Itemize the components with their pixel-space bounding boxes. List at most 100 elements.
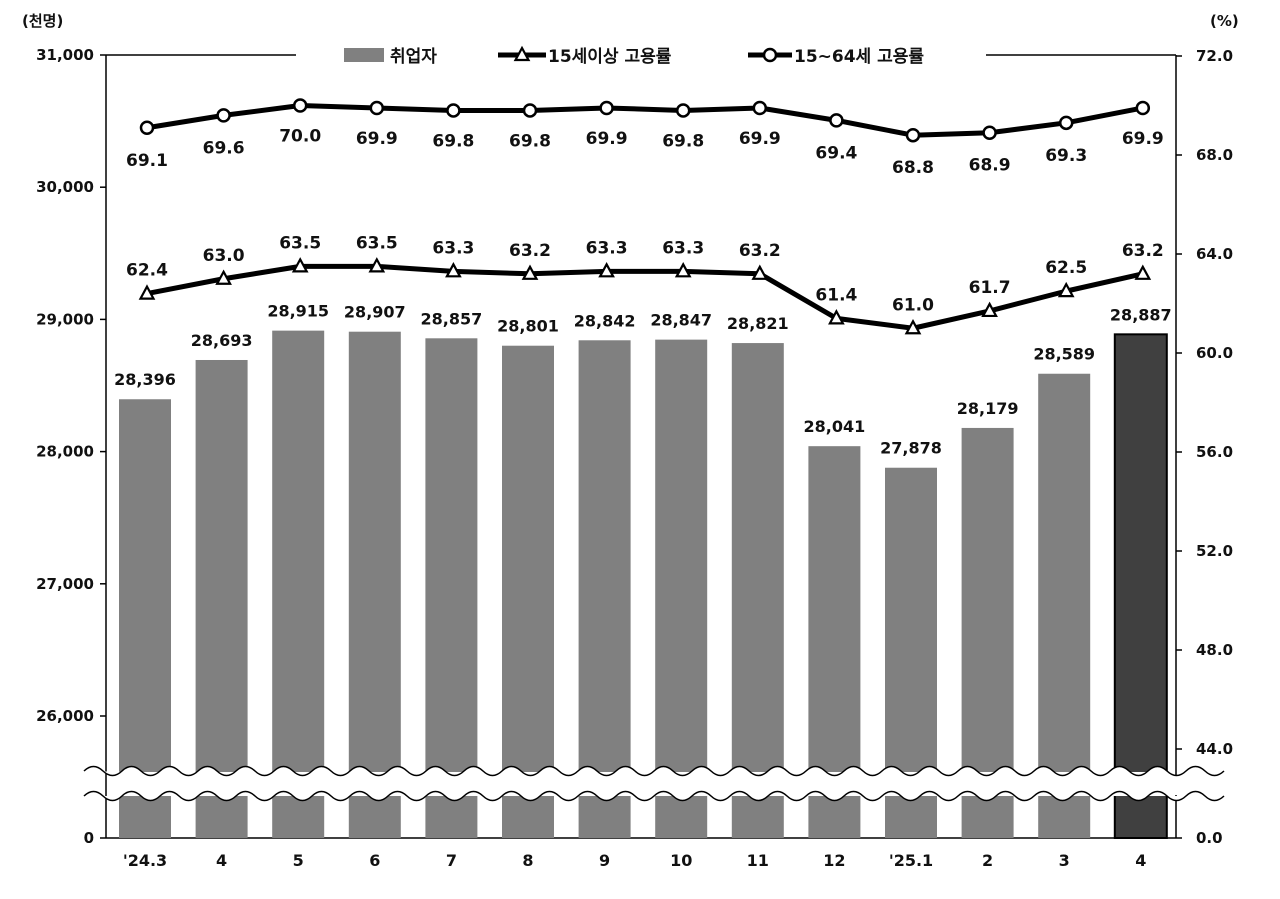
triangle-marker bbox=[1057, 281, 1075, 298]
point-value-label: 69.8 bbox=[509, 131, 551, 151]
bar-value-label: 28,801 bbox=[497, 317, 559, 336]
right-axis-tick-label: 0.0 bbox=[1196, 829, 1223, 847]
circle-marker bbox=[292, 98, 308, 113]
legend-label: 15~64세 고용률 bbox=[794, 47, 924, 67]
circle-marker bbox=[982, 125, 997, 140]
left-axis-tick-label: 31,000 bbox=[36, 46, 94, 64]
legend-triangle-marker bbox=[513, 45, 531, 62]
triangle-marker bbox=[445, 262, 462, 278]
bar bbox=[502, 345, 554, 838]
circle-marker bbox=[1058, 115, 1074, 131]
point-value-label: 62.4 bbox=[126, 261, 168, 281]
legend-bg bbox=[300, 44, 984, 68]
right-axis-tick-label: 68.0 bbox=[1196, 146, 1233, 164]
triangle-marker bbox=[1134, 264, 1152, 280]
bar bbox=[1113, 333, 1168, 839]
triangle-marker bbox=[674, 262, 692, 278]
point-value-label: 63.5 bbox=[279, 233, 321, 253]
legend: 취업자 15세이상 고용률 15~64세 고용률 bbox=[300, 44, 984, 68]
legend-label: 15세이상 고용률 bbox=[548, 47, 672, 67]
circle-marker bbox=[829, 113, 844, 128]
bar bbox=[655, 339, 708, 838]
category-label: 8 bbox=[522, 851, 533, 870]
category-label: 3 bbox=[1059, 851, 1070, 870]
left-axis-tick-label: 29,000 bbox=[36, 310, 94, 328]
bar-value-label: 28,041 bbox=[804, 417, 866, 436]
triangle-marker bbox=[828, 309, 845, 325]
category-label: '24.3 bbox=[123, 851, 167, 870]
right-axis-tick-label: 60.0 bbox=[1196, 344, 1233, 362]
bar bbox=[1038, 373, 1091, 838]
category-label: 9 bbox=[599, 851, 610, 870]
category-label: 4 bbox=[216, 851, 227, 870]
triangle-marker bbox=[598, 262, 615, 278]
point-value-label: 70.0 bbox=[279, 127, 321, 147]
point-value-label: 69.9 bbox=[1122, 129, 1164, 149]
category-label: 2 bbox=[982, 851, 993, 870]
left-axis-tick-label: 26,000 bbox=[36, 707, 94, 725]
bar-value-label: 28,915 bbox=[267, 302, 329, 321]
bar-value-label: 28,589 bbox=[1033, 345, 1095, 364]
point-value-label: 69.8 bbox=[432, 131, 474, 151]
bar bbox=[195, 359, 248, 838]
bar-value-label: 28,396 bbox=[114, 370, 176, 389]
left-unit-label: (천명) bbox=[22, 12, 63, 30]
right-axis-tick-label: 44.0 bbox=[1196, 740, 1233, 758]
point-value-label: 61.0 bbox=[892, 295, 934, 315]
point-value-label: 69.9 bbox=[356, 129, 398, 149]
break-line-top bbox=[83, 765, 1225, 777]
left-axis-tick-label: 30,000 bbox=[36, 178, 94, 196]
point-value-label: 61.7 bbox=[969, 278, 1011, 298]
point-value-label: 63.2 bbox=[1122, 241, 1164, 261]
category-label: 6 bbox=[369, 851, 380, 870]
bar bbox=[425, 338, 478, 838]
break-line-bottom bbox=[83, 790, 1225, 802]
bar bbox=[348, 331, 401, 838]
category-labels: '24.3 4 5 6 7 8 9 10 11 12 '25.1 2 3 4 bbox=[123, 851, 1147, 870]
point-value-label: 69.6 bbox=[203, 138, 245, 158]
category-label: 5 bbox=[293, 851, 304, 870]
point-value-label: 68.8 bbox=[892, 158, 934, 178]
bar-value-label: 28,842 bbox=[574, 311, 636, 330]
point-value-label: 63.5 bbox=[356, 233, 398, 253]
right-axis-tick-label: 56.0 bbox=[1196, 443, 1233, 461]
bar-value-label: 27,878 bbox=[880, 439, 942, 458]
right-axis-tick-label: 64.0 bbox=[1196, 245, 1233, 263]
left-axis: 0 26,000 27,000 28,000 29,000 30,000 31,000 bbox=[36, 46, 106, 847]
left-axis-tick-label: 0 bbox=[84, 829, 94, 847]
axis-break bbox=[83, 765, 1225, 802]
right-unit-label: (%) bbox=[1210, 12, 1239, 30]
legend-circle-marker bbox=[762, 47, 778, 63]
point-value-label: 63.3 bbox=[662, 238, 704, 258]
category-label: 7 bbox=[446, 851, 457, 870]
bar bbox=[578, 340, 631, 838]
point-value-label: 63.3 bbox=[586, 238, 628, 258]
bar-series bbox=[119, 330, 1168, 839]
category-label: 11 bbox=[747, 851, 769, 870]
left-axis-tick-label: 28,000 bbox=[36, 443, 94, 461]
point-value-label: 69.1 bbox=[126, 151, 168, 171]
bar bbox=[731, 343, 784, 838]
circle-marker bbox=[675, 103, 691, 118]
triangle-marker bbox=[521, 264, 539, 280]
category-label: '25.1 bbox=[889, 851, 933, 870]
point-value-label: 63.2 bbox=[509, 241, 551, 261]
bar bbox=[119, 399, 171, 838]
bar-value-label: 28,179 bbox=[957, 399, 1019, 418]
circle-marker bbox=[446, 103, 461, 118]
right-axis-tick-label: 52.0 bbox=[1196, 542, 1233, 560]
bar-value-label: 28,887 bbox=[1110, 305, 1172, 324]
category-label: 10 bbox=[670, 851, 692, 870]
point-value-label: 63.2 bbox=[739, 241, 781, 261]
line-15plus bbox=[146, 263, 1144, 331]
point-value-label: 61.4 bbox=[815, 285, 857, 305]
point-value-label: 63.0 bbox=[203, 246, 245, 266]
legend-bar-swatch bbox=[344, 48, 384, 62]
triangle-marker bbox=[368, 257, 386, 273]
right-axis-tick-label: 48.0 bbox=[1196, 641, 1233, 659]
point-value-label: 69.8 bbox=[662, 131, 704, 151]
triangle-marker bbox=[138, 284, 156, 300]
point-value-label: 62.5 bbox=[1045, 258, 1087, 278]
triangle-marker bbox=[215, 269, 232, 285]
bar-value-label: 28,821 bbox=[727, 314, 789, 333]
